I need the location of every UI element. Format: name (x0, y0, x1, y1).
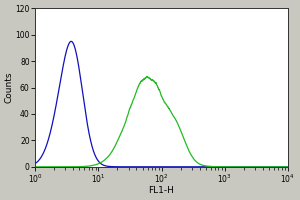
Y-axis label: Counts: Counts (5, 72, 14, 103)
X-axis label: FL1-H: FL1-H (148, 186, 174, 195)
